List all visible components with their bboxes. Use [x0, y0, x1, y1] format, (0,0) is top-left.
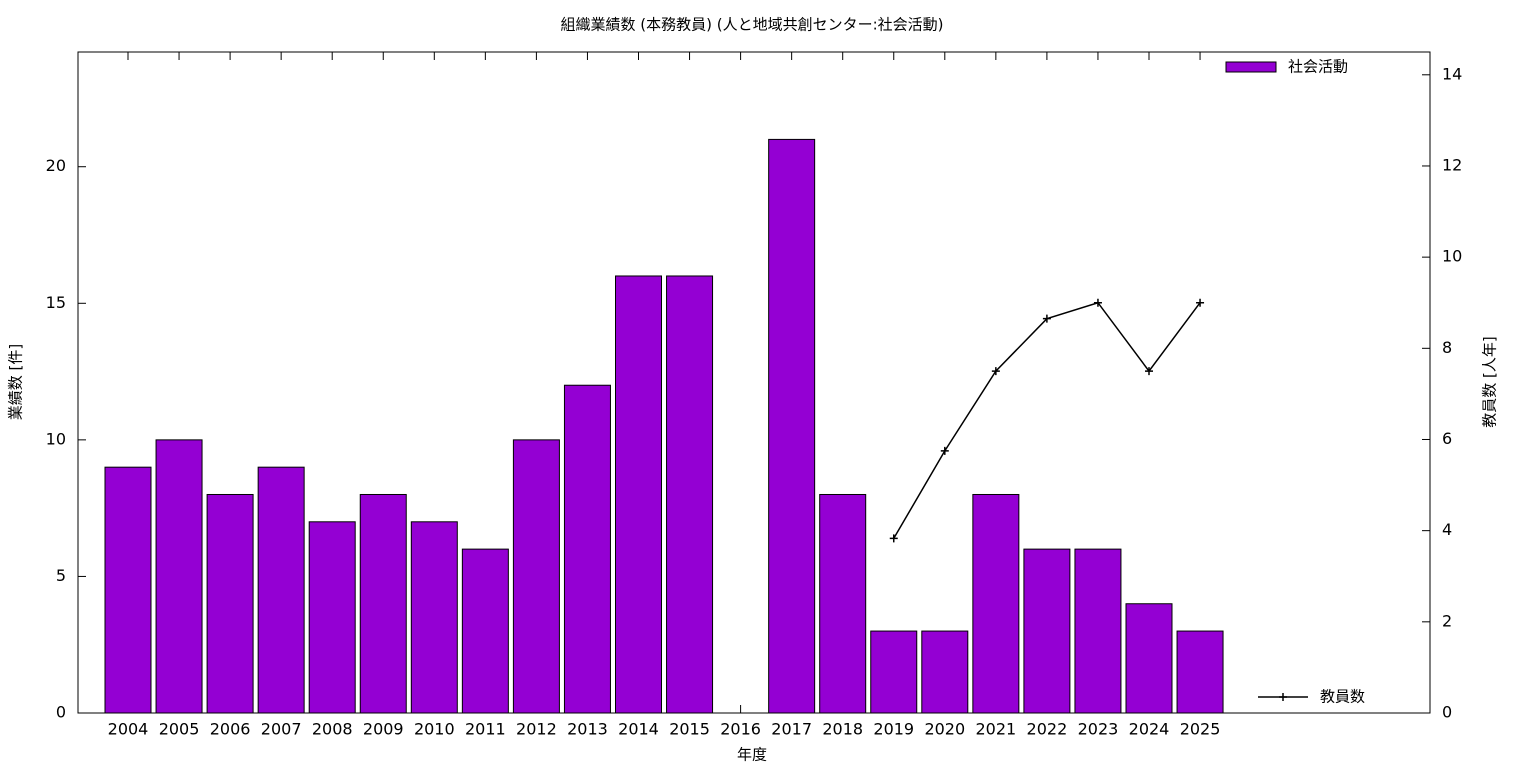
legend-marker — [1279, 693, 1287, 701]
line-marker — [1093, 298, 1102, 307]
x-tick-label: 2005 — [159, 720, 200, 739]
bar — [1074, 548, 1122, 714]
y-tick-label: 10 — [46, 429, 66, 448]
x-tick-label: 2016 — [720, 720, 761, 739]
legend-label: 教員数 — [1320, 688, 1365, 706]
y-axis-label: 業績数 [件] — [7, 344, 25, 420]
x-tick-label: 2020 — [924, 720, 965, 739]
bar — [1023, 548, 1071, 714]
x-tick-label: 2010 — [414, 720, 455, 739]
bar — [870, 630, 918, 714]
bar — [206, 493, 254, 714]
line — [893, 301, 1201, 539]
y2-tick-label: 6 — [1442, 429, 1452, 448]
line-marker — [991, 367, 1000, 376]
line-marker — [1196, 298, 1205, 307]
x-tick-label: 2012 — [516, 720, 557, 739]
y-tick-label: 5 — [56, 566, 66, 585]
y2-tick-label: 10 — [1442, 247, 1462, 266]
x-tick-label: 2017 — [771, 720, 812, 739]
x-tick-label: 2011 — [465, 720, 506, 739]
y2-tick-label: 4 — [1442, 520, 1452, 539]
x-tick-label: 2015 — [669, 720, 710, 739]
line-marker — [940, 446, 949, 455]
x-tick-label: 2022 — [1027, 720, 1068, 739]
bar — [768, 138, 816, 714]
x-tick-label: 2025 — [1180, 720, 1221, 739]
x-tick-label: 2004 — [108, 720, 149, 739]
y-tick-label: 0 — [56, 703, 66, 722]
bar — [461, 548, 509, 714]
x-tick-label: 2008 — [312, 720, 353, 739]
x-tick-label: 2014 — [618, 720, 659, 739]
bar — [615, 275, 662, 714]
bar — [410, 521, 458, 714]
bar — [257, 466, 305, 714]
y2-tick-label: 2 — [1442, 611, 1452, 630]
bar — [155, 439, 203, 714]
y-tick-label: 15 — [46, 293, 66, 312]
x-axis-label: 年度 — [737, 746, 767, 764]
bar — [666, 275, 714, 714]
line-marker — [1042, 314, 1051, 323]
y2-tick-label: 8 — [1442, 338, 1452, 357]
bar — [308, 521, 356, 714]
x-tick-label: 2023 — [1078, 720, 1119, 739]
y2-tick-label: 0 — [1442, 703, 1452, 722]
legend-swatch — [1225, 61, 1277, 73]
y2-tick-label: 12 — [1442, 155, 1462, 174]
bar — [819, 493, 867, 714]
x-tick-label: 2019 — [873, 720, 914, 739]
x-tick-label: 2021 — [975, 720, 1016, 739]
x-tick-label: 2006 — [210, 720, 251, 739]
bar — [104, 466, 152, 714]
x-tick-label: 2007 — [261, 720, 302, 739]
bar — [359, 493, 407, 714]
plot-frame — [77, 51, 1431, 714]
line-marker — [1145, 367, 1153, 376]
x-tick-label: 2009 — [363, 720, 404, 739]
legend-label: 社会活動 — [1288, 58, 1348, 76]
bar — [1176, 630, 1224, 714]
bar — [512, 439, 560, 714]
x-tick-label: 2018 — [822, 720, 863, 739]
y2-tick-label: 14 — [1442, 64, 1462, 83]
x-tick-label: 2013 — [567, 720, 608, 739]
x-tick-label: 2024 — [1129, 720, 1170, 739]
bar — [563, 384, 611, 714]
y-tick-label: 20 — [46, 156, 66, 175]
bar — [921, 630, 969, 714]
bar — [972, 493, 1020, 714]
line-marker — [889, 534, 898, 543]
bar — [1125, 603, 1173, 714]
y2-axis-label: 教員数 [人年] — [1481, 336, 1499, 427]
chart-title: 組織業績数 (本務教員) (人と地域共創センター:社会活動) — [560, 16, 943, 34]
